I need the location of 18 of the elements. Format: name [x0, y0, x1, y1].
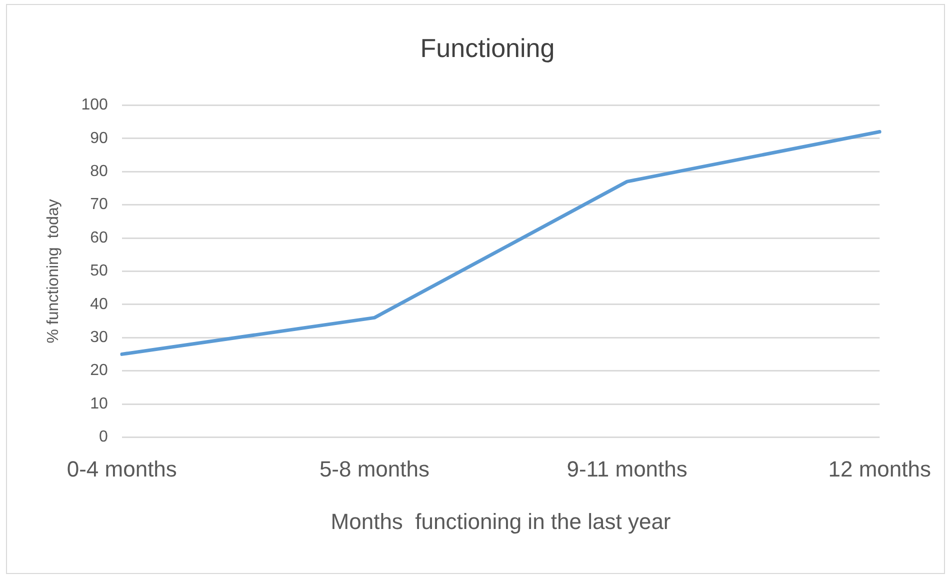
y-tick-label: 20 [90, 362, 108, 380]
chart-title: Functioning [420, 32, 555, 63]
x-axis-title: Months functioning in the last year [330, 508, 671, 534]
y-tick-label: 90 [90, 130, 108, 147]
x-tick-label: 12 months [828, 456, 932, 482]
y-tick-label: 30 [90, 329, 108, 346]
x-tick-label: 5-8 months [319, 456, 430, 482]
y-tick-label: 60 [90, 229, 108, 246]
y-tick-label: 50 [90, 262, 108, 280]
y-tick-label: 40 [90, 296, 108, 313]
x-tick-label: 0-4 months [66, 456, 177, 482]
y-tick-label: 100 [81, 96, 108, 114]
y-tick-label: 70 [90, 196, 108, 214]
y-tick-label: 80 [90, 163, 108, 180]
y-tick-label: 10 [90, 395, 108, 412]
y-tick-label: 0 [98, 428, 108, 446]
x-tick-label: 9-11 months [566, 456, 688, 482]
y-axis-title: % functioning today [45, 199, 62, 344]
